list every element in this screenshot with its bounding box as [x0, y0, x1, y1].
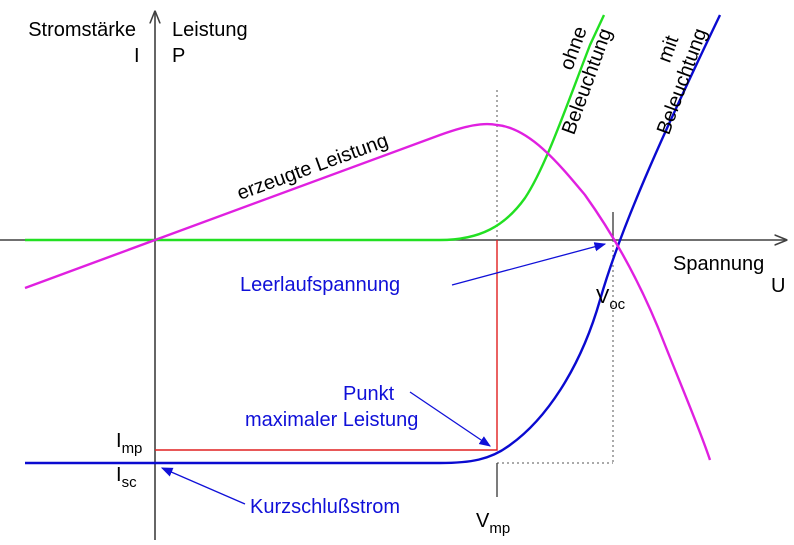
isc-label-sub: sc	[122, 474, 138, 491]
leerlauf-arrow	[451, 242, 607, 286]
y-axis-symbol: I	[134, 45, 140, 67]
isc-label: Isc	[116, 464, 137, 491]
voc-label: Voc	[596, 286, 626, 313]
y2-axis-symbol: P	[172, 45, 185, 67]
leerlaufspannung-label: Leerlaufspannung	[240, 274, 400, 296]
kurzschlussstrom-label: Kurzschlußstrom	[250, 496, 400, 518]
mpp-label-line1: Punkt	[343, 383, 395, 405]
mpp-label-line2: maximaler Leistung	[245, 409, 418, 431]
lit-curve-label: mit Beleuchtung	[653, 25, 712, 137]
voc-label-sub: oc	[609, 296, 625, 313]
x-axis-title: Spannung	[673, 253, 764, 275]
illuminated-iv-curve	[25, 14, 722, 465]
y-axis-title: Stromstärke	[28, 19, 136, 41]
mpp-arrow	[409, 391, 491, 447]
power-curve	[24, 122, 712, 461]
imp-label: Imp	[116, 430, 142, 457]
kurzschluss-arrow	[160, 467, 246, 505]
isc-label-main: I	[116, 464, 122, 486]
dark-iv-curve	[25, 14, 606, 242]
vmp-label-sub: mp	[489, 520, 510, 537]
voc-label-main: V	[596, 286, 610, 308]
vmp-label: Vmp	[476, 510, 510, 537]
y2-axis-title: Leistung	[172, 19, 248, 41]
imp-label-main: I	[116, 430, 122, 452]
x-axis-symbol: U	[771, 275, 785, 297]
mpp-rectangle-lines	[155, 240, 498, 451]
power-curve-label: erzeugte Leistung	[234, 130, 391, 205]
imp-label-sub: mp	[122, 440, 143, 457]
vmp-label-main: V	[476, 510, 490, 532]
dark-curve-label: ohne Beleuchtung	[556, 24, 617, 138]
power-curve-label-group: erzeugte Leistung	[234, 130, 391, 205]
